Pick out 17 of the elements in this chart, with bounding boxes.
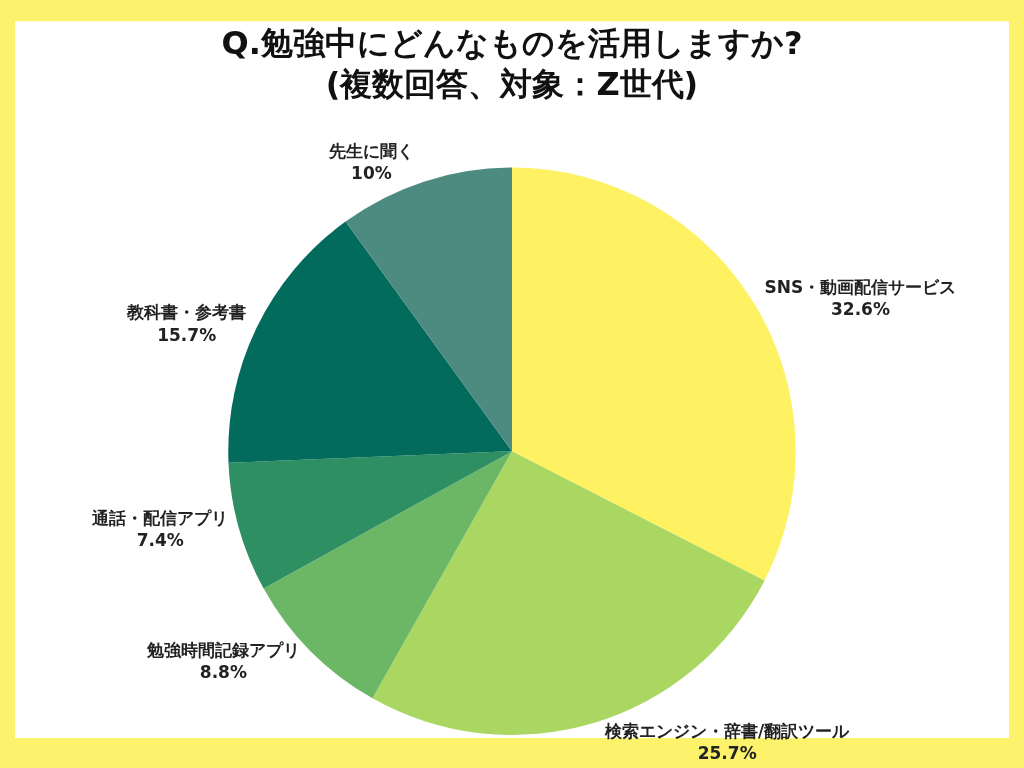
data-label: 32.6%	[830, 298, 890, 319]
pie-slice	[228, 451, 512, 589]
slice-label: 検索エンジン・辞書/翻訳ツール	[604, 721, 851, 742]
slice-label: SNS・動画配信サービス	[764, 276, 957, 297]
slice-label: 勉強時間記録アプリ	[145, 640, 300, 661]
data-label: 7.4%	[136, 530, 184, 551]
pie-slice	[345, 167, 512, 452]
data-label: 8.8%	[199, 662, 247, 683]
data-label: 15.7%	[157, 324, 217, 345]
data-label: 25.7%	[697, 743, 757, 764]
pie-slice	[228, 221, 512, 463]
slice-label: 通話・配信アプリ	[91, 508, 229, 529]
slice-label: 教科書・参考書	[126, 302, 247, 323]
pie-slice	[263, 451, 512, 699]
data-label: 10%	[351, 163, 392, 184]
chart-title: Q.勉強中にどんなものを活用しますか? (複数回答、対象：Z世代)	[221, 23, 803, 104]
slice-label: 先生に聞く	[327, 141, 414, 162]
